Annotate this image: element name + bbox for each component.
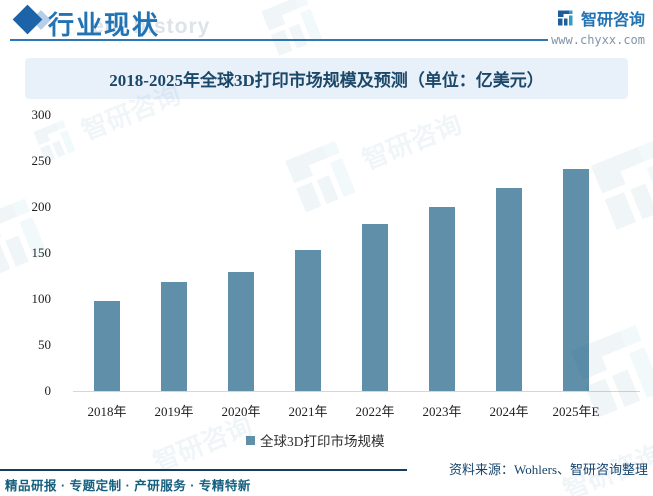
x-tick-label-2020年: 2020年 bbox=[221, 404, 261, 419]
header-watermark-text: ent history bbox=[92, 15, 211, 38]
x-tick-label-2019年: 2019年 bbox=[154, 404, 194, 419]
y-tick-label-50: 50 bbox=[38, 337, 51, 352]
y-tick-label-250: 250 bbox=[31, 153, 52, 168]
x-axis-line bbox=[73, 391, 640, 392]
y-tick-label-300: 300 bbox=[31, 107, 52, 122]
x-tick-label-2021年: 2021年 bbox=[288, 404, 328, 419]
chart-title-banner: 2018-2025年全球3D打印市场规模及预测（单位：亿美元） bbox=[25, 58, 628, 99]
legend: 全球3D打印市场规模 bbox=[246, 430, 385, 450]
legend-label: 全球3D打印市场规模 bbox=[260, 434, 385, 449]
y-tick-label-100: 100 bbox=[31, 291, 52, 306]
bar-2018年 bbox=[94, 300, 120, 391]
bar-2022年 bbox=[362, 224, 388, 391]
x-tick-label-2018年: 2018年 bbox=[87, 404, 127, 419]
footer-tagline: 精品研报 · 专题定制 · 产研服务 · 专精特新 bbox=[5, 479, 251, 493]
legend-marker-icon bbox=[246, 435, 255, 445]
y-tick-label-200: 200 bbox=[31, 199, 52, 214]
footer-divider bbox=[0, 469, 407, 471]
bar-2023年 bbox=[429, 207, 455, 391]
bar-2024年 bbox=[496, 187, 522, 391]
bar-2020年 bbox=[228, 272, 254, 391]
brand-block: 智研咨询 www.chyxx.com bbox=[551, 6, 645, 47]
x-tick-label-2024年: 2024年 bbox=[489, 404, 529, 419]
source-note: 资料来源：Wohlers、智研咨询整理 bbox=[449, 462, 648, 477]
page-title: 行业现状 bbox=[48, 10, 161, 40]
brand-website[interactable]: www.chyxx.com bbox=[551, 33, 645, 47]
brand-name: 智研咨询 bbox=[580, 12, 645, 29]
x-tick-label-2025年E: 2025年E bbox=[552, 404, 600, 419]
chart-title: 2018-2025年全球3D打印市场规模及预测（单位：亿美元） bbox=[109, 71, 544, 90]
y-tick-label-150: 150 bbox=[31, 245, 52, 260]
x-tick-label-2023年: 2023年 bbox=[422, 404, 462, 419]
header-divider bbox=[10, 39, 548, 41]
x-tick-label-2022年: 2022年 bbox=[355, 404, 395, 419]
y-tick-label-0: 0 bbox=[44, 383, 52, 398]
bar-2019年 bbox=[161, 281, 187, 391]
bar-2021年 bbox=[295, 250, 321, 391]
brand-logo-icon bbox=[557, 10, 573, 26]
bar-2025年E bbox=[563, 169, 589, 391]
